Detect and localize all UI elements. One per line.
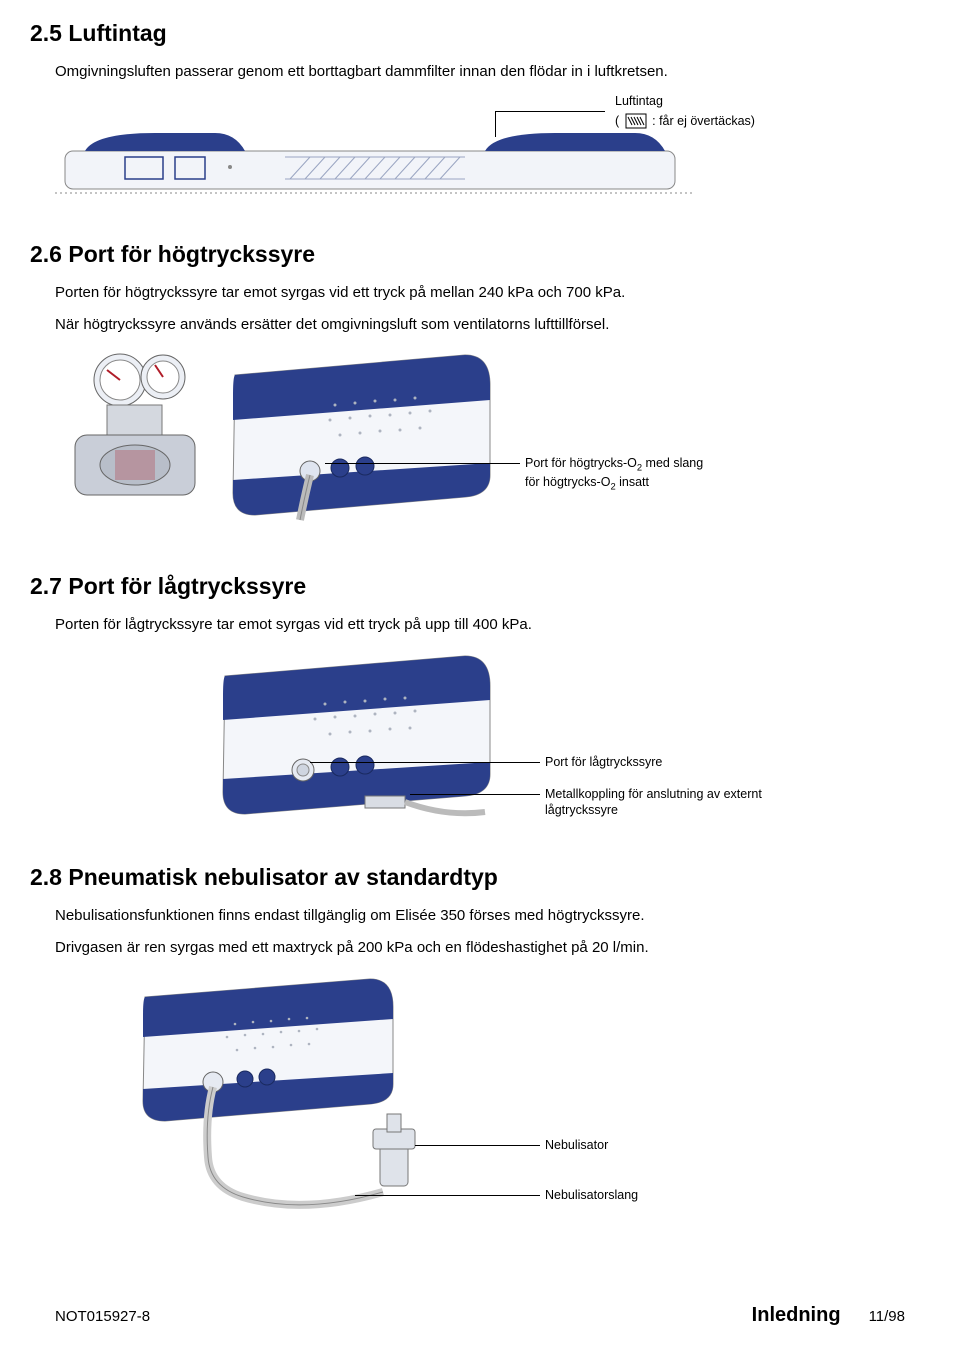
section-2-8-body-1: Nebulisationsfunktionen finns endast til… <box>55 905 905 927</box>
grille-icon <box>625 113 647 129</box>
section-2-7-body: Porten för lågtryckssyre tar emot syrgas… <box>55 614 905 636</box>
footer-page-number: 11/98 <box>869 1308 905 1325</box>
section-2-5-title: 2.5 Luftintag <box>30 20 905 47</box>
fig28-annot-nebulisator: Nebulisator <box>545 1137 608 1153</box>
section-2-6-body-2: När högtryckssyre används ersätter det o… <box>55 314 905 336</box>
figure-2-5: Luftintag ( : får ej övertäckas) <box>55 93 905 213</box>
section-2-8-title: 2.8 Pneumatisk nebulisator av standardty… <box>30 864 905 891</box>
figure-2-7: Port för lågtryckssyre Metallkoppling fö… <box>55 646 905 836</box>
ventilator-nebulizer-illustration <box>125 969 545 1219</box>
fig27-annot-metallkoppling: Metallkoppling för anslutning av externt… <box>545 786 825 819</box>
section-2-5-body: Omgivningsluften passerar genom ett bort… <box>55 61 905 83</box>
fig28-annot-nebulisatorslang: Nebulisatorslang <box>545 1187 638 1203</box>
section-2-7-title: 2.7 Port för lågtryckssyre <box>30 573 905 600</box>
footer-section-name: Inledning <box>752 1304 841 1327</box>
fig26-annot-port-hogtryck: Port för högtrycks-O2 med slang för högt… <box>525 455 785 492</box>
ventilator-illustration-26 <box>215 345 505 525</box>
figure-2-8: Nebulisator Nebulisatorslang <box>55 969 905 1219</box>
fig25-label-luftintag: Luftintag <box>615 93 663 109</box>
fig27-annot-port-lagtryck: Port för lågtryckssyre <box>545 754 662 770</box>
page-footer: NOT015927-8 Inledning 11/98 <box>55 1304 905 1327</box>
fig25-note-overtackas: ( : får ej övertäckas) <box>615 113 755 130</box>
section-2-6-body-1: Porten för högtryckssyre tar emot syrgas… <box>55 282 905 304</box>
section-2-8-body-2: Drivgasen är ren syrgas med ett maxtryck… <box>55 937 905 959</box>
figure-2-6: Port för högtrycks-O2 med slang för högt… <box>55 345 905 545</box>
device-top-illustration <box>55 123 695 203</box>
regulator-illustration <box>55 345 230 530</box>
footer-doc-id: NOT015927-8 <box>55 1308 150 1325</box>
section-2-6-title: 2.6 Port för högtryckssyre <box>30 241 905 268</box>
ventilator-illustration-27 <box>205 646 505 831</box>
